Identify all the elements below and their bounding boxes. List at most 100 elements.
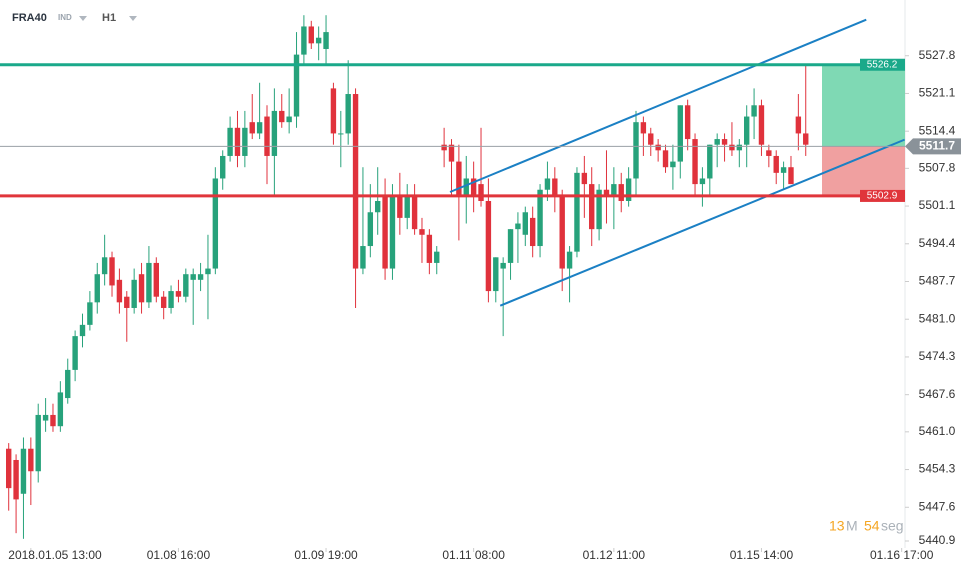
candle-body [618, 184, 624, 201]
candle-body [256, 122, 263, 134]
candle-body [79, 324, 86, 337]
level-tag-label: 5502.9 [867, 191, 898, 202]
candle-body [470, 178, 477, 196]
candle-body [338, 133, 344, 135]
candle-body [249, 122, 255, 134]
level-tag-label: 5526.2 [867, 59, 898, 70]
candle-body [360, 246, 366, 269]
candle-body [190, 274, 196, 280]
candle-body [50, 414, 56, 427]
y-tick-label: 5440.9 [919, 533, 956, 547]
y-tick-label: 5447.6 [919, 499, 956, 513]
candle-body [404, 195, 410, 218]
candle-body [611, 184, 617, 196]
candle-body [109, 257, 115, 286]
candle-body [581, 172, 588, 185]
y-tick-label: 5494.4 [919, 236, 956, 250]
y-tick-label: 5521.1 [919, 86, 956, 100]
candle-body [330, 88, 337, 134]
candle-body [315, 37, 322, 44]
candle-body [795, 116, 802, 134]
candle-body [101, 257, 108, 275]
countdown-unit: M [846, 518, 858, 534]
candle-body [138, 274, 145, 303]
candle-body [736, 144, 743, 151]
trendline [499, 138, 906, 307]
candle-body [227, 127, 233, 156]
candle-body [574, 172, 580, 252]
market: IND [58, 13, 72, 22]
countdown-minutes: 13 [829, 518, 845, 534]
candle-body [729, 144, 735, 151]
candle-body [655, 144, 661, 151]
candle-body [500, 262, 506, 269]
countdown-unit: seg [881, 518, 904, 534]
candle-body [780, 167, 787, 173]
loss-zone [822, 146, 905, 196]
candle-body [397, 195, 403, 218]
candle-body [116, 279, 123, 303]
candle-body [788, 167, 794, 185]
candle-body [419, 229, 425, 235]
candle-body [279, 110, 285, 123]
candle-body [301, 26, 307, 55]
candle-body [677, 105, 683, 162]
y-tick-label: 5474.3 [919, 349, 956, 363]
candle-body [707, 144, 713, 179]
candle-body [382, 195, 388, 269]
candle-body [692, 139, 698, 185]
candle-body [264, 116, 270, 156]
level-tag [860, 58, 905, 71]
candle-body [596, 189, 602, 230]
candle-body [773, 155, 779, 173]
candle-body [375, 200, 381, 213]
x-tick-label: 01.16 17:00 [870, 548, 934, 562]
candle-body [803, 133, 809, 145]
x-tick-label: 01.08 16:00 [147, 548, 211, 562]
candle-body [57, 392, 64, 427]
candle-body [286, 116, 292, 123]
candle-body [212, 178, 219, 269]
candle-body [205, 268, 211, 275]
candle-body [485, 200, 492, 292]
profit-zone [822, 64, 905, 147]
x-tick-label: 01.11 08:00 [442, 548, 505, 562]
candle-body [242, 127, 248, 156]
candle-body [234, 127, 241, 156]
candle-body [721, 139, 728, 145]
dropdown-arrow[interactable] [79, 16, 87, 21]
candle-body [146, 262, 152, 303]
candle-body [544, 178, 551, 190]
candle-body [323, 32, 329, 49]
candle-body [168, 291, 174, 308]
candle-body [566, 251, 573, 269]
candle-body [552, 178, 558, 196]
level-tag [860, 189, 905, 202]
candle-body [751, 105, 757, 117]
dropdown-arrow[interactable] [129, 16, 137, 21]
candle-body [559, 195, 565, 269]
candle-body [345, 94, 351, 134]
candle-body [515, 223, 521, 230]
candle-body [389, 195, 396, 269]
candle-body [537, 189, 543, 247]
candle-body [456, 161, 462, 196]
candle-body [13, 459, 19, 500]
candle-body [478, 184, 484, 201]
candle-body [625, 178, 632, 201]
y-tick-label: 5467.6 [919, 387, 956, 401]
y-tick-label: 5514.4 [919, 123, 956, 137]
timeframe[interactable]: H1 [102, 12, 116, 24]
y-tick-label: 5454.3 [919, 462, 956, 476]
y-tick-label: 5461.0 [919, 424, 956, 438]
symbol[interactable]: FRA40 [12, 12, 47, 24]
candle-body [131, 279, 137, 308]
candle-body [493, 257, 499, 292]
x-tick-label: 01.12 11:00 [583, 548, 646, 562]
candle-body [766, 150, 772, 156]
trendline [449, 18, 867, 193]
candle-body [153, 262, 159, 297]
candle-body [522, 212, 528, 235]
candle-body [271, 110, 278, 156]
